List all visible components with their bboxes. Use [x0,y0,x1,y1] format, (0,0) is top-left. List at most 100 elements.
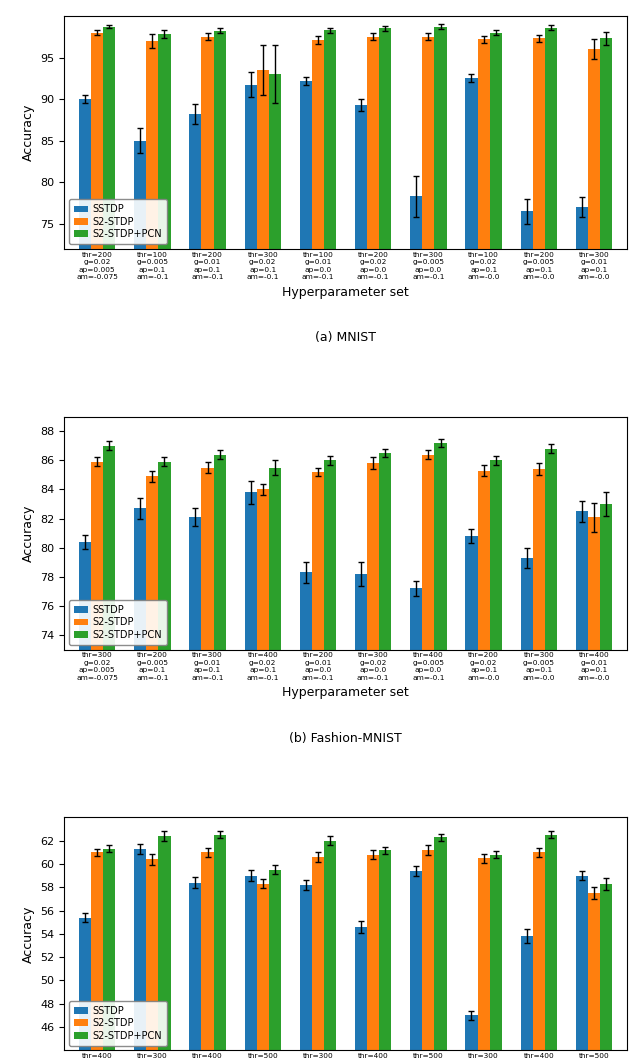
Bar [147,476,159,649]
Y-axis label: Accuracy: Accuracy [22,905,35,962]
Bar [367,464,380,649]
Bar [257,884,269,1050]
Bar [545,449,557,649]
Bar [355,105,367,249]
Bar [477,858,490,1050]
Bar [189,883,202,1050]
Bar [300,885,312,1050]
Bar [214,454,226,649]
Bar [600,38,612,249]
Bar [202,37,214,249]
Bar [520,211,532,249]
Bar [214,835,226,1050]
Bar [490,855,502,1050]
Bar [134,141,147,249]
Bar [134,849,147,1050]
Bar [269,870,281,1050]
Bar [380,29,392,249]
Bar [300,573,312,649]
Bar [465,1015,477,1050]
Bar [159,462,171,649]
Legend: SSTDP, S2-STDP, S2-STDP+PCN: SSTDP, S2-STDP, S2-STDP+PCN [69,1001,166,1045]
Bar [545,28,557,249]
Bar [324,840,336,1050]
Bar [588,49,600,249]
Bar [600,884,612,1050]
Bar [79,99,91,249]
Bar [477,470,490,649]
Bar [147,41,159,249]
Bar [435,442,447,649]
Bar [588,893,600,1050]
Bar [490,33,502,249]
Bar [465,536,477,649]
Title: (b) Fashion-MNIST: (b) Fashion-MNIST [289,732,402,745]
Bar [490,460,502,649]
Bar [576,875,588,1050]
Bar [435,27,447,249]
Bar [159,34,171,249]
Bar [103,27,115,249]
Bar [244,875,257,1050]
Legend: SSTDP, S2-STDP, S2-STDP+PCN: SSTDP, S2-STDP, S2-STDP+PCN [69,199,166,244]
Bar [269,74,281,249]
Bar [422,37,435,249]
Title: (a) MNIST: (a) MNIST [315,331,376,344]
Bar [545,835,557,1050]
Bar [520,936,532,1050]
Bar [367,37,380,249]
Bar [189,517,202,649]
Y-axis label: Accuracy: Accuracy [22,104,35,161]
Bar [312,857,324,1050]
Bar [422,850,435,1050]
Bar [380,453,392,649]
Bar [576,511,588,649]
Bar [91,462,103,649]
X-axis label: Hyperparameter set: Hyperparameter set [282,686,409,699]
Bar [103,849,115,1050]
Bar [202,852,214,1050]
Bar [134,508,147,649]
Bar [324,460,336,649]
Bar [324,30,336,249]
Bar [79,542,91,649]
Bar [244,85,257,249]
Bar [147,859,159,1050]
Bar [532,38,545,249]
Bar [435,837,447,1050]
Bar [214,31,226,249]
Bar [257,70,269,249]
Bar [532,852,545,1050]
Bar [410,589,422,649]
Bar [91,33,103,249]
Bar [79,918,91,1050]
Bar [410,871,422,1050]
Bar [355,927,367,1050]
Bar [312,472,324,649]
Bar [269,468,281,649]
Bar [422,454,435,649]
Bar [189,115,202,249]
Bar [588,517,600,649]
Bar [367,855,380,1050]
Bar [520,558,532,649]
Bar [257,489,269,649]
Bar [600,504,612,649]
Bar [532,469,545,649]
Legend: SSTDP, S2-STDP, S2-STDP+PCN: SSTDP, S2-STDP, S2-STDP+PCN [69,601,166,645]
Bar [410,196,422,249]
Bar [244,492,257,649]
Bar [465,79,477,249]
Bar [300,81,312,249]
X-axis label: Hyperparameter set: Hyperparameter set [282,285,409,299]
Bar [91,852,103,1050]
Bar [103,446,115,649]
Bar [159,836,171,1050]
Bar [202,468,214,649]
Bar [576,207,588,249]
Bar [380,850,392,1050]
Bar [312,40,324,249]
Bar [477,39,490,249]
Y-axis label: Accuracy: Accuracy [22,504,35,562]
Bar [355,574,367,649]
